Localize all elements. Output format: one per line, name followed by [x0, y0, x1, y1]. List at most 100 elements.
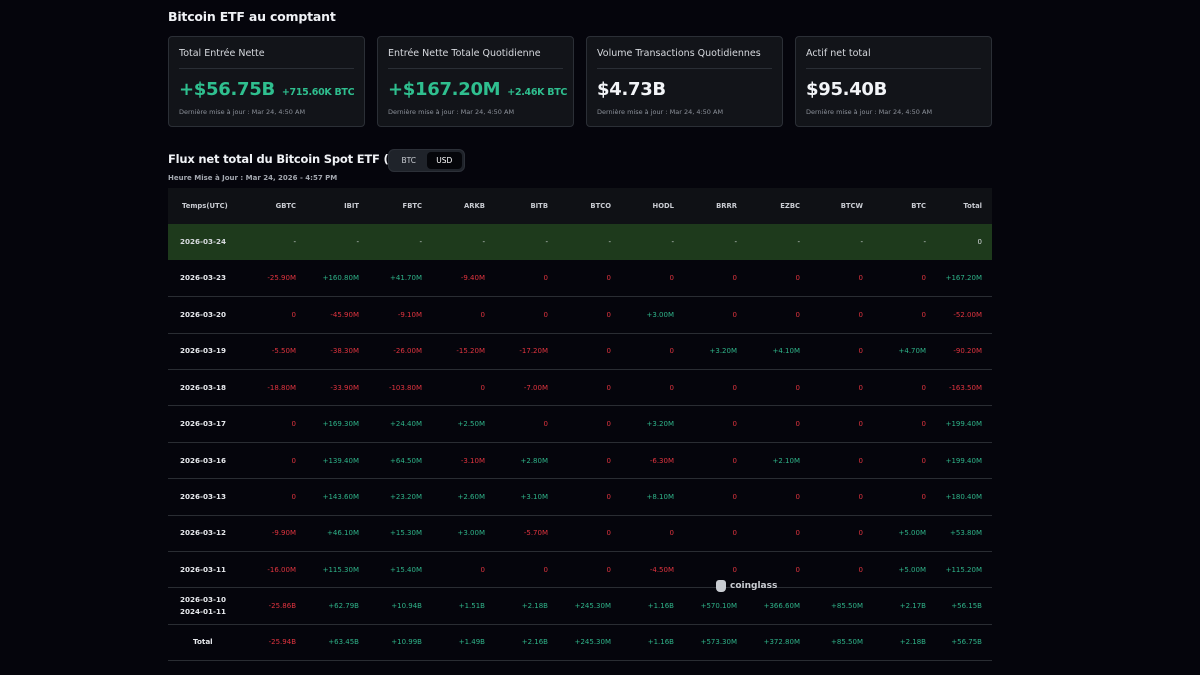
value-cell: +2.18B — [495, 587, 558, 625]
value-cell: 0 — [810, 405, 873, 443]
card-main-value: +$167.20M — [388, 79, 501, 100]
column-header-gbtc[interactable]: GBTC — [244, 188, 306, 224]
value-cell: 0 — [621, 515, 684, 553]
value-cell: +3.10M — [495, 478, 558, 516]
value-cell: -45.90M — [306, 296, 369, 334]
table-row: 2026-03-17 0 +169.30M +24.40M +2.50M 0 0 +3.20M… — [168, 405, 992, 443]
value-cell: 0 — [558, 515, 621, 553]
value-cell: +64.50M — [369, 442, 432, 480]
column-header-arkb[interactable]: ARKB — [432, 188, 495, 224]
value-cell: - — [306, 224, 369, 261]
summary-card: Total Entrée Nette +$56.75B +715.60K BTC De… — [168, 36, 365, 127]
value-cell: +3.00M — [621, 296, 684, 334]
card-divider — [806, 68, 981, 69]
value-cell: 0 — [558, 333, 621, 371]
value-cell: +366.60M — [747, 587, 810, 625]
value-cell: -103.80M — [369, 369, 432, 407]
column-header-temps-utc[interactable]: Temps(UTC) — [168, 188, 244, 224]
column-header-bitb[interactable]: BITB — [495, 188, 558, 224]
date-cell: 2026-03-17 — [168, 405, 244, 443]
value-cell: +15.40M — [369, 551, 432, 589]
value-cell: +8.10M — [621, 478, 684, 516]
value-cell: -25.94B — [244, 624, 306, 662]
value-cell: 0 — [747, 369, 810, 407]
value-cell: 0 — [621, 333, 684, 371]
value-cell: 0 — [810, 296, 873, 334]
value-cell: - — [684, 224, 747, 261]
value-cell: +5.00M — [873, 551, 936, 589]
summary-card: Volume Transactions Quotidiennes $4.73B De… — [586, 36, 783, 127]
value-cell: - — [621, 224, 684, 261]
card-value: $4.73B — [597, 79, 666, 100]
card-updated-time: Dernière mise à jour : Mar 24, 4:50 AM — [597, 108, 724, 116]
value-cell: 0 — [684, 551, 747, 589]
value-cell: +1.51B — [432, 587, 495, 625]
date-cell: 2026-03-18 — [168, 369, 244, 407]
table-total-row: Total -25.94B +63.45B +10.99B +1.49B +2.16B +2… — [168, 624, 992, 662]
column-header-btc[interactable]: BTC — [873, 188, 936, 224]
value-cell: 0 — [873, 296, 936, 334]
value-cell: -5.70M — [495, 515, 558, 553]
value-cell: 0 — [747, 405, 810, 443]
value-cell: +5.00M — [873, 515, 936, 553]
value-cell: +1.16B — [621, 587, 684, 625]
table-row: 2026-03-19 -5.50M -38.30M -26.00M -15.20M -17… — [168, 333, 992, 371]
value-cell: +115.30M — [306, 551, 369, 589]
date-cell: 2026-03-11 — [168, 551, 244, 589]
value-cell: +573.30M — [684, 624, 747, 662]
value-cell: - — [432, 224, 495, 261]
value-cell: -38.30M — [306, 333, 369, 371]
card-title: Actif net total — [806, 48, 871, 59]
value-cell: 0 — [747, 551, 810, 589]
date-cell: 2026-03-12 — [168, 515, 244, 553]
value-cell: +372.80M — [747, 624, 810, 662]
value-cell: -16.00M — [244, 551, 306, 589]
table-header-row: Temps(UTC) GBTC IBIT FBTC ARKB BITB BTCO HODL BR… — [168, 188, 992, 224]
column-header-brrr[interactable]: BRRR — [684, 188, 747, 224]
column-header-ezbc[interactable]: EZBC — [747, 188, 810, 224]
value-cell: -25.90M — [244, 260, 306, 298]
value-cell: +199.40M — [936, 405, 992, 443]
value-cell: -7.00M — [495, 369, 558, 407]
value-cell: 0 — [558, 260, 621, 298]
value-cell: +2.18B — [873, 624, 936, 662]
flux-updated-time: Heure Mise à Jour : Mar 24, 2026 - 4:57 … — [168, 174, 338, 182]
date-cell: 2026-03-23 — [168, 260, 244, 298]
value-cell: 0 — [558, 296, 621, 334]
toggle-btc-button[interactable]: BTC — [401, 156, 417, 165]
value-cell: +3.20M — [684, 333, 747, 371]
column-header-btcw[interactable]: BTCW — [810, 188, 873, 224]
currency-toggle[interactable]: BTC USD — [388, 149, 465, 172]
value-cell: -17.20M — [495, 333, 558, 371]
toggle-usd-button[interactable]: USD — [426, 152, 462, 169]
column-header-fbtc[interactable]: FBTC — [369, 188, 432, 224]
value-cell: 0 — [810, 442, 873, 480]
date-cell: 2026-03-24 — [168, 224, 244, 261]
column-header-hodl[interactable]: HODL — [621, 188, 684, 224]
value-cell: +63.45B — [306, 624, 369, 662]
value-cell: -52.00M — [936, 296, 992, 334]
card-title: Volume Transactions Quotidiennes — [597, 48, 761, 59]
card-main-value: $95.40B — [806, 79, 888, 100]
value-cell: 0 — [873, 478, 936, 516]
value-cell: -25.86B — [244, 587, 306, 625]
column-header-btco[interactable]: BTCO — [558, 188, 621, 224]
value-cell: -15.20M — [432, 333, 495, 371]
value-cell: 0 — [684, 515, 747, 553]
value-cell: 0 — [495, 405, 558, 443]
value-cell: -26.00M — [369, 333, 432, 371]
value-cell: +62.79B — [306, 587, 369, 625]
value-cell: -6.30M — [621, 442, 684, 480]
column-header-total[interactable]: Total — [936, 188, 992, 224]
value-cell: 0 — [810, 478, 873, 516]
value-cell: -18.80M — [244, 369, 306, 407]
table-row: 2026-03-20 0 -45.90M -9.10M 0 0 0 +3.00M 0 0 0 0 -52… — [168, 296, 992, 334]
value-cell: 0 — [495, 260, 558, 298]
value-cell: +2.60M — [432, 478, 495, 516]
column-header-ibit[interactable]: IBIT — [306, 188, 369, 224]
value-cell: 0 — [873, 405, 936, 443]
date-cell: 2026-03-13 — [168, 478, 244, 516]
value-cell: +245.30M — [558, 587, 621, 625]
value-cell: +245.30M — [558, 624, 621, 662]
value-cell: +85.50M — [810, 624, 873, 662]
